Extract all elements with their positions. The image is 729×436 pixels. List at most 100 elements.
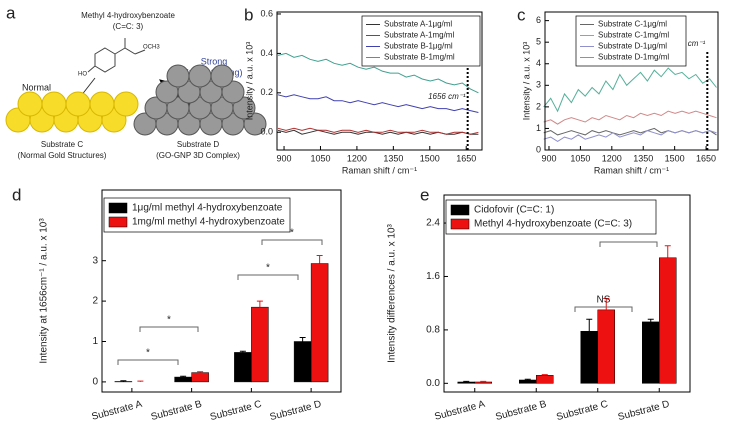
legend-label: Substrate B-1μg/ml (384, 42, 453, 51)
significance-label: * (146, 348, 150, 359)
bar (642, 322, 659, 383)
legend-label: Substrate C-1mg/ml (598, 31, 669, 40)
y-tick-label: 2 (92, 296, 98, 307)
bar (294, 342, 311, 382)
panel-letter: a (6, 3, 16, 22)
error-bar (586, 319, 592, 331)
y-axis-label: Intensity / a.u. x 10³ (244, 42, 254, 121)
bar (311, 264, 328, 382)
bar (581, 331, 598, 383)
bar (536, 375, 553, 383)
bar (598, 310, 615, 383)
significance-label: NS (597, 295, 611, 306)
x-tick-label: Substrate C (555, 399, 609, 423)
x-tick-label: 1650 (696, 153, 716, 163)
significance-bracket (238, 275, 298, 280)
molecule-name: Methyl 4-hydroxybenzoate (81, 11, 175, 20)
y-tick-label: 0.0 (426, 378, 440, 389)
error-bar (300, 337, 306, 341)
error-bar (257, 301, 263, 307)
legend-label: Substrate C-1μg/ml (598, 20, 667, 29)
bar (519, 380, 536, 383)
gold-sphere (90, 92, 114, 116)
bar (175, 377, 192, 382)
legend-swatch (451, 205, 469, 215)
substrate-c-note: (Normal Gold Structures) (18, 151, 107, 160)
gold-sphere (66, 92, 90, 116)
error-bar (665, 246, 671, 258)
x-tick-label: 1050 (570, 153, 590, 163)
molecule-structure (88, 38, 145, 72)
significance-label: * (266, 263, 270, 274)
atom-label: OCH3 (143, 45, 160, 51)
legend-swatch (109, 203, 127, 213)
y-tick-label: 4 (536, 58, 541, 68)
bar (192, 373, 209, 382)
schematic: a Methyl 4-hydroxybenzoate (C=C: 3) OCH3… (6, 3, 266, 160)
gold-sphere (42, 92, 66, 116)
y-tick-label: 0.0 (260, 127, 273, 137)
y-tick-label: 2 (536, 101, 541, 111)
legend-label: Substrate A-1mg/ml (384, 31, 454, 40)
x-tick-label: 1350 (633, 153, 653, 163)
y-tick-label: 0.6 (260, 8, 273, 18)
error-bar (648, 319, 654, 322)
y-axis-label: Intensity at 1656cm⁻¹ / a.u. x 10³ (39, 218, 50, 364)
y-axis-label: Intensity / a.u. x 10³ (521, 42, 531, 121)
marker-label: 1656 cm⁻¹ (428, 92, 466, 101)
significance-label: * (167, 315, 171, 326)
legend-label: Substrate D-1mg/ml (598, 53, 669, 62)
x-tick-label: 1350 (383, 153, 403, 163)
significance-bracket (262, 240, 322, 245)
x-tick-label: 1200 (602, 153, 622, 163)
bar (251, 307, 268, 382)
legend-label: Substrate B-1mg/ml (384, 53, 455, 62)
legend-label: 1μg/ml methyl 4-hydroxybenzoate (132, 203, 283, 214)
y-tick-label: 6 (536, 15, 541, 25)
x-tick-label: 1500 (665, 153, 685, 163)
x-tick-label: 1050 (310, 153, 330, 163)
gold-sphere (18, 92, 42, 116)
y-tick-label: 1 (536, 123, 541, 133)
x-tick-label: 1650 (456, 153, 476, 163)
x-axis-label: Raman shift / cm⁻¹ (342, 165, 417, 175)
significance-bracket (600, 242, 657, 247)
graphene-sphere (211, 65, 233, 87)
legend-label: Substrate D-1μg/ml (598, 42, 667, 51)
x-axis-label: Raman shift / cm⁻¹ (594, 165, 669, 175)
graphene-sphere (167, 65, 189, 87)
y-tick-label: 3 (536, 80, 541, 90)
x-tick-label: Substrate D (269, 399, 323, 423)
legend-swatch (109, 217, 127, 227)
legend-label: Methyl 4-hydroxybenzoate (C=C: 3) (474, 219, 632, 230)
bar (659, 258, 676, 384)
molecule-bonds: (C=C: 3) (113, 22, 144, 31)
panel-letter: d (12, 185, 21, 204)
substrate-d: Substrate D (177, 140, 219, 149)
y-tick-label: 2.4 (426, 218, 440, 229)
legend-label: Cidofovir (C=C: 1) (474, 205, 554, 216)
graphene-sphere (189, 65, 211, 87)
error-bar (317, 255, 323, 263)
x-tick-label: 900 (541, 153, 556, 163)
y-tick-label: 1 (92, 336, 98, 347)
panel-letter: e (420, 185, 429, 204)
substrate-c: Substrate C (41, 140, 83, 149)
y-tick-label: 0 (92, 377, 98, 388)
panel-letter: b (244, 5, 253, 24)
legend-swatch (451, 219, 469, 229)
bar (234, 352, 251, 381)
y-tick-label: 5 (536, 37, 541, 47)
spectrum-line (544, 68, 717, 111)
spectrum-line (544, 111, 717, 124)
bar (475, 382, 492, 383)
x-tick-label: Substrate D (617, 399, 671, 423)
error-bar (137, 381, 143, 382)
x-tick-label: Substrate A (433, 399, 486, 423)
legend-label: 1mg/ml methyl 4-hydroxybenzoate (132, 217, 285, 228)
x-tick-label: Substrate C (209, 399, 263, 423)
